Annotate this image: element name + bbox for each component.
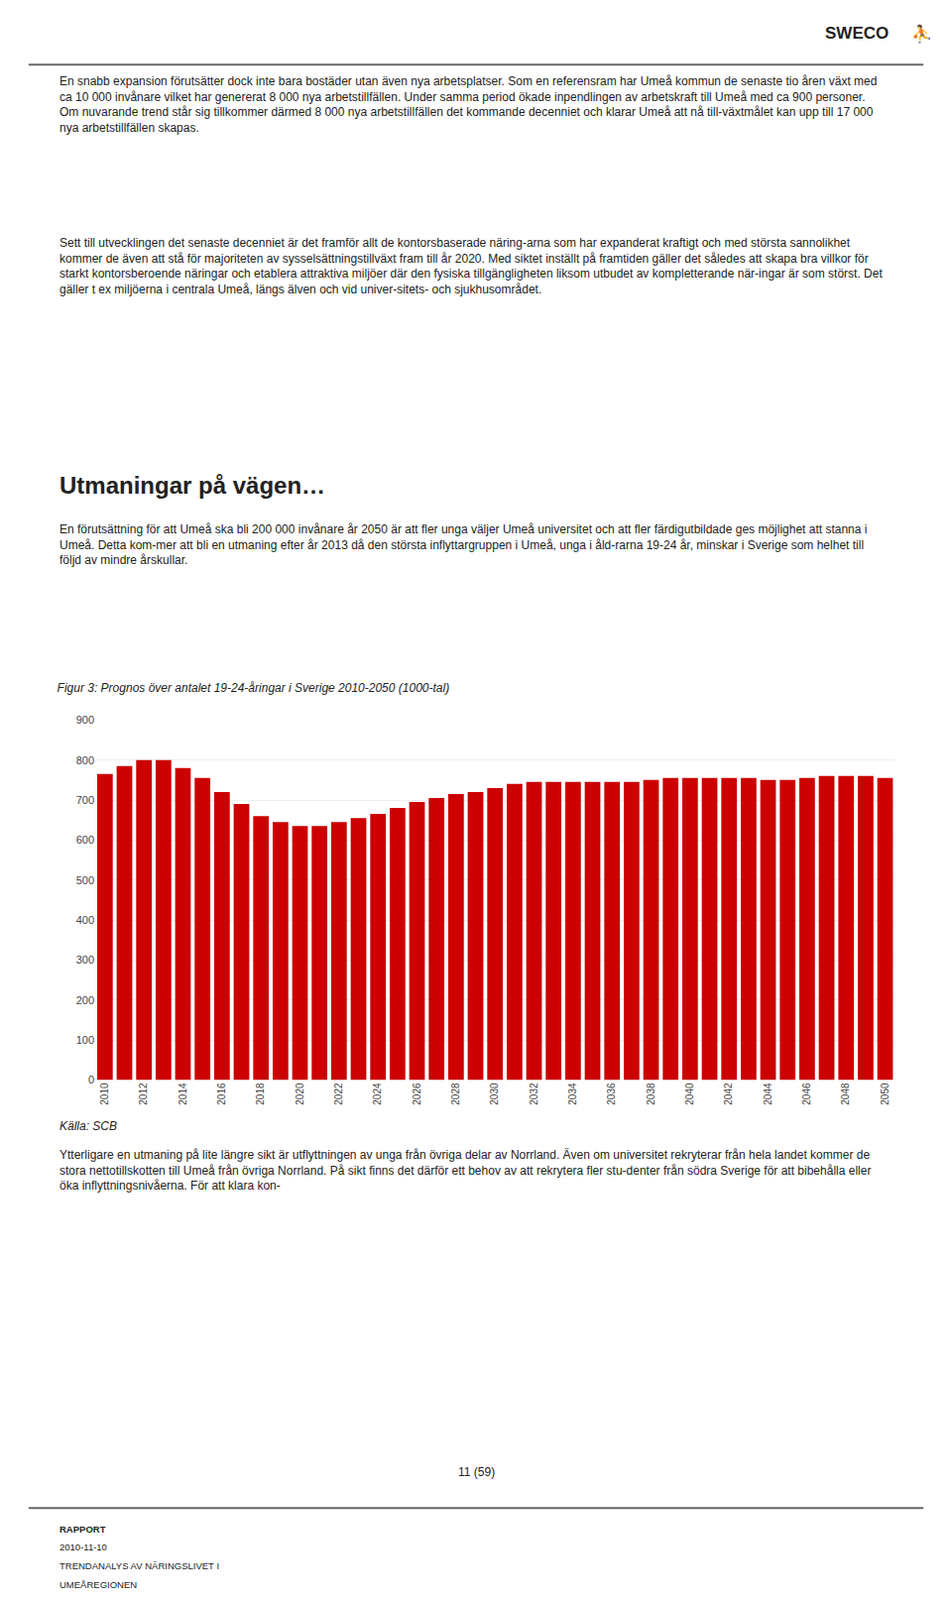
svg-text:300: 300 xyxy=(76,953,95,966)
svg-text:2038: 2038 xyxy=(645,1082,657,1106)
svg-text:2014: 2014 xyxy=(177,1082,189,1106)
svg-text:2012: 2012 xyxy=(137,1082,149,1106)
svg-text:2046: 2046 xyxy=(801,1082,813,1106)
svg-text:2020: 2020 xyxy=(294,1082,306,1106)
svg-text:2030: 2030 xyxy=(488,1082,500,1106)
svg-text:2018: 2018 xyxy=(254,1082,266,1106)
svg-text:900: 900 xyxy=(76,714,95,726)
svg-text:2010: 2010 xyxy=(99,1082,111,1106)
svg-text:2016: 2016 xyxy=(216,1082,228,1106)
svg-text:11 (59): 11 (59) xyxy=(458,1465,495,1480)
svg-text:Figur 3: Prognos över antalet: Figur 3: Prognos över antalet 19-24-årin… xyxy=(57,681,451,696)
svg-text:500: 500 xyxy=(76,874,95,887)
svg-text:2026: 2026 xyxy=(411,1082,423,1106)
svg-text:600: 600 xyxy=(76,833,95,846)
svg-text:100: 100 xyxy=(76,1034,95,1047)
svg-text:2024: 2024 xyxy=(371,1082,383,1106)
svg-text:⛹: ⛹ xyxy=(911,23,933,44)
svg-text:En förutsättning för att Umeå: En förutsättning för att Umeå ska bli 20… xyxy=(59,522,867,568)
svg-text:2028: 2028 xyxy=(450,1082,462,1106)
svg-text:700: 700 xyxy=(76,794,95,807)
svg-text:2034: 2034 xyxy=(567,1082,579,1106)
svg-text:Ytterligare en utmaning på lit: Ytterligare en utmaning på lite längre s… xyxy=(59,1148,871,1193)
svg-text:Utmaningar på vägen…: Utmaningar på vägen… xyxy=(59,472,326,499)
svg-text:Sett till utvecklingen det sen: Sett till utvecklingen det senaste decen… xyxy=(59,236,883,297)
svg-text:2044: 2044 xyxy=(762,1082,774,1106)
svg-text:2010-11-10: 2010-11-10 xyxy=(59,1542,108,1553)
svg-text:2042: 2042 xyxy=(722,1082,734,1106)
svg-text:0: 0 xyxy=(88,1073,95,1086)
svg-text:2022: 2022 xyxy=(333,1082,345,1106)
svg-text:SWECO: SWECO xyxy=(825,23,889,43)
svg-text:2048: 2048 xyxy=(839,1082,851,1106)
svg-text:2036: 2036 xyxy=(605,1082,617,1106)
svg-text:Källa: SCB: Källa: SCB xyxy=(59,1119,118,1134)
svg-text:400: 400 xyxy=(76,914,95,927)
svg-text:2032: 2032 xyxy=(528,1082,540,1106)
svg-text:200: 200 xyxy=(76,994,95,1007)
svg-text:RAPPORT: RAPPORT xyxy=(59,1524,107,1536)
svg-text:800: 800 xyxy=(76,754,95,767)
svg-text:2050: 2050 xyxy=(879,1082,891,1106)
svg-text:UMEÅREGIONEN: UMEÅREGIONEN xyxy=(59,1579,137,1591)
svg-text:2040: 2040 xyxy=(684,1082,696,1106)
svg-text:TRENDANALYS AV NÄRINGSLIVET I: TRENDANALYS AV NÄRINGSLIVET I xyxy=(59,1560,220,1572)
svg-text:En snabb expansion förutsätter: En snabb expansion förutsätter dock inte… xyxy=(59,74,877,135)
